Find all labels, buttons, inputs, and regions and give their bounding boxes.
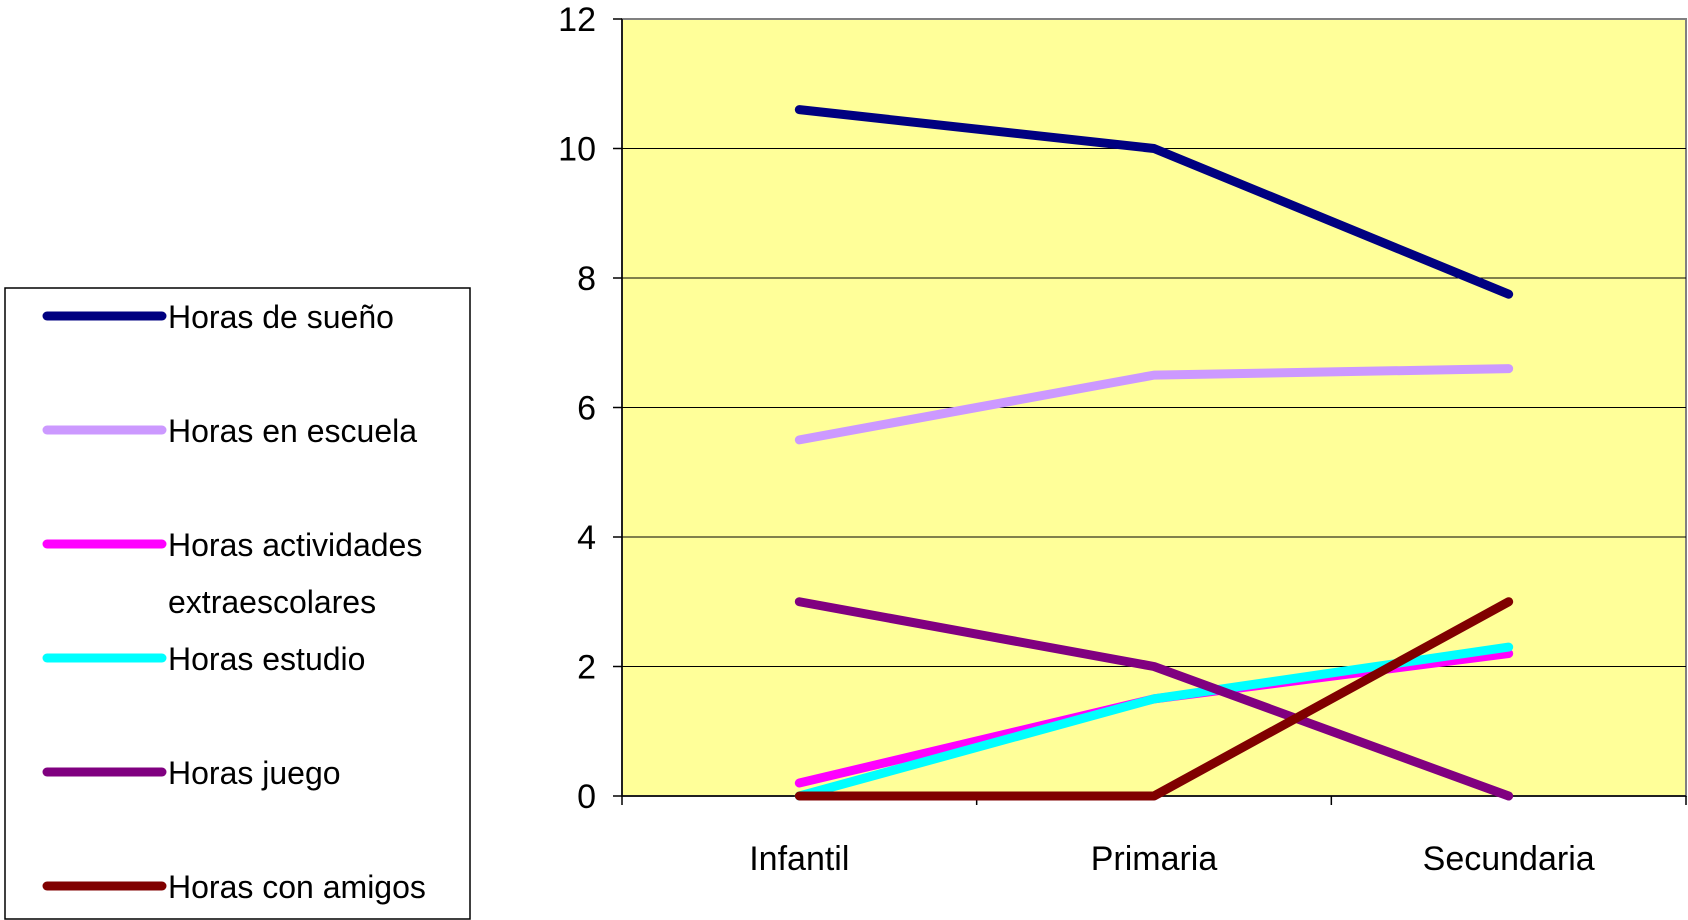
y-tick-label: 4 (577, 519, 596, 557)
x-category-label: Primaria (1091, 840, 1218, 878)
legend-label: Horas con amigos (168, 869, 426, 905)
series-line-0 (794, 105, 1514, 299)
y-tick-label: 8 (577, 260, 596, 298)
y-tick-label: 12 (558, 1, 596, 39)
y-axis-ticks: 0 2 4 6 8 10 12 (558, 1, 622, 816)
x-category-label: Secundaria (1423, 840, 1595, 878)
x-axis-ticks: Infantil Primaria Secundaria (621, 796, 1687, 878)
y-tick-label: 2 (577, 649, 596, 687)
legend-label: Horas en escuela (168, 413, 417, 449)
legend-label: Horas de sueño (168, 299, 394, 335)
legend: Horas de sueño Horas en escuela Horas acti… (4, 287, 471, 920)
series-line-4 (794, 597, 1514, 801)
series-line-1 (794, 364, 1514, 445)
y-tick-label: 0 (577, 778, 596, 816)
legend-label: Horas actividades extraescolares (168, 527, 422, 620)
series-line-5 (794, 597, 1514, 801)
legend-label: Horas estudio (168, 641, 365, 677)
series-lines (794, 105, 1514, 801)
legend-label: Horas juego (168, 755, 341, 791)
x-category-label: Infantil (749, 840, 849, 878)
y-tick-label: 10 (558, 131, 596, 169)
legend-box (4, 287, 471, 920)
y-tick-label: 6 (577, 390, 596, 428)
